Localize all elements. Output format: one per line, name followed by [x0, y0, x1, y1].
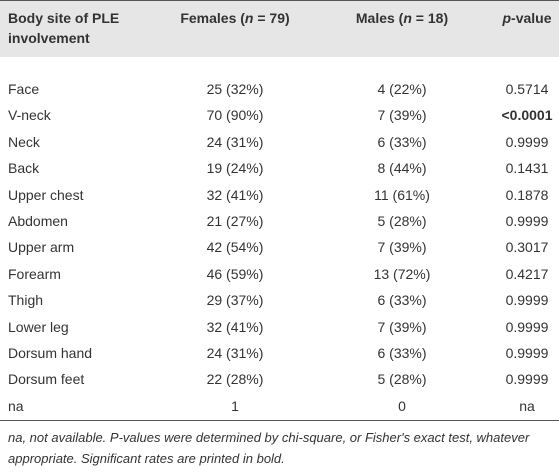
- row-label: Dorsum hand: [8, 345, 93, 361]
- cell-value: 0.9999: [505, 213, 549, 229]
- cell-value: 0.9999: [505, 345, 549, 361]
- row-label: Face: [8, 81, 40, 97]
- header-text: n: [403, 10, 412, 26]
- cell-value: 0.9999: [505, 292, 549, 309]
- cell-value: 70 (90%): [206, 107, 264, 124]
- row-label: Upper arm: [8, 239, 75, 256]
- cell-value: 1: [231, 397, 239, 414]
- cell-value: na: [519, 397, 535, 414]
- cell-value: 19 (24%): [206, 160, 264, 177]
- row-label: Neck: [8, 133, 40, 150]
- row-label: Forearm: [8, 265, 61, 282]
- cell-value: 29 (37%): [206, 292, 264, 309]
- cell-value: 6 (33%): [377, 292, 427, 309]
- column-header: Males (n = 18): [356, 8, 448, 28]
- cell-value: 0.5714: [505, 81, 549, 97]
- cell-value: 11 (61%): [374, 186, 430, 203]
- cell-value: 0.9999: [505, 133, 549, 150]
- row-label: Dorsum feet: [8, 371, 85, 388]
- cell-value: 7 (39%): [377, 318, 427, 335]
- cell-value: 0.1431: [505, 160, 549, 177]
- header-text: Body site of PLE involvement: [8, 10, 120, 46]
- header-text: Females (: [180, 10, 245, 26]
- header-band: [0, 0, 559, 57]
- cell-value: 6 (33%): [377, 345, 427, 361]
- cell-value: 25 (32%): [206, 81, 264, 97]
- header-text: p: [502, 10, 512, 26]
- cell-value: 0.9999: [505, 318, 549, 335]
- cell-value: 0.4217: [505, 265, 549, 282]
- cell-value: 7 (39%): [377, 239, 427, 256]
- cell-value: 42 (54%): [206, 239, 264, 256]
- row-label: Lower leg: [8, 318, 69, 335]
- column-header: Body site of PLE involvement: [8, 8, 158, 48]
- row-label: Thigh: [8, 292, 44, 309]
- cell-value: 24 (31%): [206, 133, 264, 150]
- cell-value: 0.1878: [505, 186, 549, 203]
- header-text: = 18): [411, 10, 449, 26]
- cell-value: 0.9999: [505, 371, 549, 388]
- cell-value: 32 (41%): [206, 186, 264, 203]
- cell-value: 5 (28%): [377, 213, 427, 229]
- cell-value: 24 (31%): [206, 345, 264, 361]
- cell-value: 21 (27%): [206, 213, 264, 229]
- cell-value: 0.3017: [505, 239, 549, 256]
- column-header: p-value: [502, 8, 551, 28]
- cell-value: <0.0001: [501, 107, 553, 124]
- header-text: n: [244, 10, 254, 26]
- cell-value: 32 (41%): [206, 318, 264, 335]
- row-label: Abdomen: [8, 213, 68, 229]
- cell-value: 22 (28%): [206, 371, 264, 388]
- cell-value: 4 (22%): [377, 81, 427, 97]
- header-text: Males (: [355, 10, 404, 26]
- cell-value: 8 (44%): [377, 160, 427, 177]
- header-text: = 79): [253, 10, 290, 26]
- bottom-rule: [0, 420, 559, 421]
- row-label: V-neck: [8, 107, 51, 124]
- cell-value: 13 (72%): [373, 265, 431, 282]
- footnote: na, not available. P-values were determi…: [8, 430, 530, 466]
- row-label: Upper chest: [8, 186, 84, 203]
- cell-value: 5 (28%): [377, 371, 427, 388]
- cell-value: 7 (39%): [377, 107, 427, 124]
- row-label: Back: [8, 160, 40, 177]
- cell-value: 6 (33%): [377, 133, 427, 150]
- row-label: na: [8, 397, 24, 414]
- header-text: -value: [511, 10, 552, 26]
- cell-value: 46 (59%): [206, 265, 264, 282]
- column-header: Females (n = 79): [180, 8, 289, 28]
- cell-value: 0: [398, 397, 406, 414]
